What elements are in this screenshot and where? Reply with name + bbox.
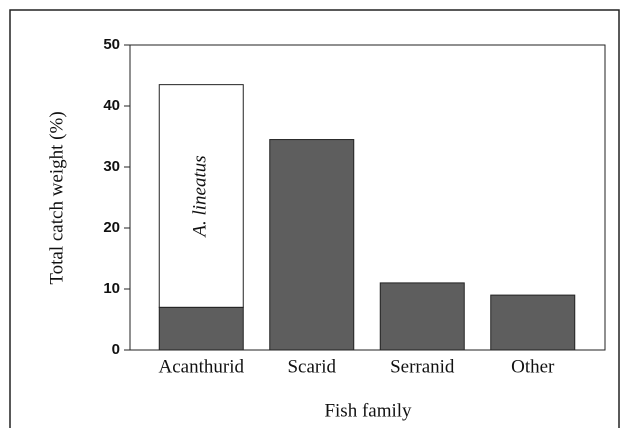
frame: [9, 9, 620, 428]
y-tick-label: 40: [103, 97, 120, 114]
bar-segment: [158, 84, 244, 308]
x-tick-label: Scarid: [287, 356, 336, 377]
plot-area: [129, 44, 606, 351]
x-axis-label: Fish family: [324, 400, 412, 421]
y-tick-label: 50: [103, 36, 120, 53]
y-axis-label: Total catch weight (%): [46, 111, 67, 284]
x-tick-label: Acanthurid: [159, 356, 245, 377]
x-tick-label: Other: [511, 356, 555, 377]
y-tick-label: 10: [103, 280, 120, 297]
bar-segment: [158, 306, 244, 351]
segment-label: A. lineatus: [190, 155, 211, 238]
bar-segment: [379, 282, 465, 351]
bar-segment: [269, 139, 355, 351]
y-tick-label: 30: [103, 158, 120, 175]
bar-segment: [490, 294, 576, 351]
y-tick-label: 0: [112, 341, 120, 358]
x-tick-label: Serranid: [390, 356, 455, 377]
y-tick-label: 20: [103, 219, 120, 236]
